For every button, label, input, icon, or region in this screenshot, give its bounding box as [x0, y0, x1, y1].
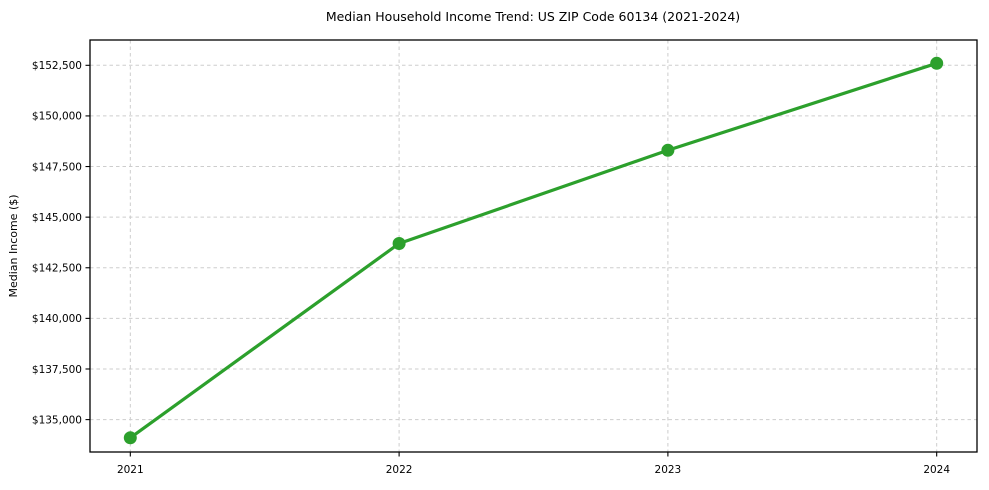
- x-tick-label: 2021: [117, 464, 144, 476]
- y-tick-label: $142,500: [32, 263, 82, 275]
- data-point-2022: [392, 237, 406, 250]
- y-tick-label: $140,000: [32, 313, 82, 325]
- data-point-2021: [123, 431, 137, 445]
- x-tick-label: 2023: [655, 464, 682, 476]
- y-tick-label: $150,000: [32, 111, 82, 123]
- y-tick-label: $147,500: [32, 161, 82, 173]
- y-axis-label: Median Income ($): [7, 194, 20, 297]
- data-point-2023: [661, 143, 675, 157]
- data-point-2024: [930, 56, 944, 70]
- axes-layer: $135,000 $137,500 $140,000 $142,500 $145,000…: [32, 39, 978, 476]
- axes-frame: [89, 39, 978, 453]
- x-tick-label: 2024: [923, 464, 950, 476]
- grid-layer: [90, 40, 977, 452]
- x-tick-label: 2022: [386, 464, 413, 476]
- y-tick-label: $152,500: [32, 60, 82, 72]
- y-tick-label: $145,000: [32, 212, 82, 224]
- y-tick-label: $137,500: [32, 364, 82, 376]
- data-series-layer: [123, 56, 944, 445]
- y-tick-label: $135,000: [32, 414, 82, 426]
- chart-title: Median Household Income Trend: US ZIP Co…: [326, 9, 740, 24]
- trend-line: [128, 61, 939, 440]
